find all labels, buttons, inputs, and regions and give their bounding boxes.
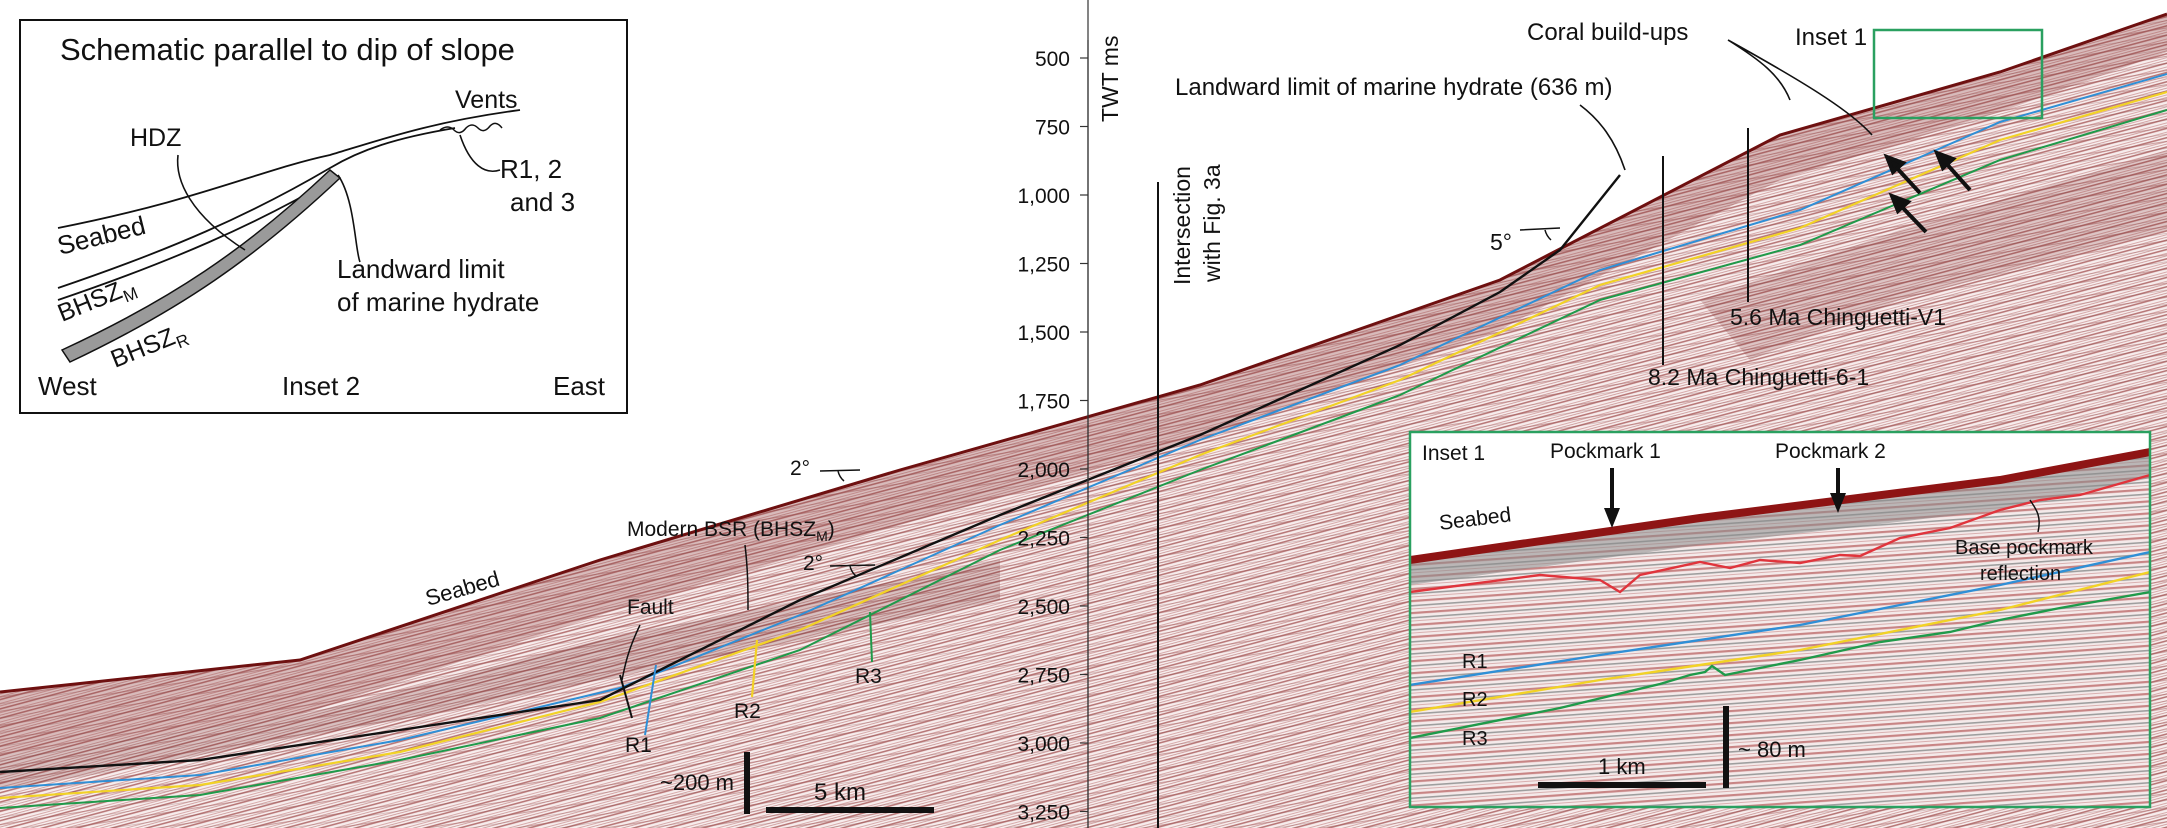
inset-r2-label: R2 <box>1462 689 1488 711</box>
axis-tick-label: 1,500 <box>1017 322 1070 345</box>
inset-r3-label: R3 <box>1462 728 1488 750</box>
twt-axis: TWT ms 500 750 1,000 1,250 1,500 1,750 2,000 2,… <box>1017 36 1123 828</box>
vertical-scale-label: ~200 m <box>660 770 734 795</box>
vent-arrows <box>1883 149 1972 234</box>
schematic-panel: Schematic parallel to dip of slope Vents… <box>19 19 628 414</box>
inset-r1-label: R1 <box>1462 651 1488 673</box>
schematic-east-label: East <box>553 371 606 401</box>
r2-label: R2 <box>734 700 761 723</box>
well-61-label: 8.2 Ma Chinguetti-6-1 <box>1648 364 1869 390</box>
fault-line <box>619 674 633 719</box>
inset-vertical-scale-bar <box>1723 706 1729 788</box>
base-pockmark-line2: reflection <box>1980 563 2061 585</box>
schematic-title: Schematic parallel to dip of slope <box>60 32 515 67</box>
axis-tick-label: 1,250 <box>1017 254 1070 277</box>
modern-bsr-label: Modern BSR (BHSZM) <box>627 518 835 544</box>
axis-tick-label: 2,750 <box>1017 665 1070 688</box>
inset-horizontal-scale-label: 1 km <box>1598 754 1646 779</box>
inset-r2-horizon <box>1410 570 2150 714</box>
seabed-reflector <box>0 12 2167 694</box>
inset-label: Inset 1 <box>1422 442 1485 465</box>
inset1-locator-box <box>1872 28 2044 120</box>
r1-horizon <box>0 73 2167 789</box>
axis-tick-label: 1,750 <box>1017 391 1070 414</box>
schematic-r123-line2: and 3 <box>510 187 575 217</box>
axis-tick-label: 3,250 <box>1017 802 1070 825</box>
base-pockmark-reflection <box>1410 473 2150 594</box>
base-pockmark-line1: Base pockmark <box>1955 537 2094 559</box>
inset1-marker-label: Inset 1 <box>1795 24 1867 51</box>
pockmark1-label: Pockmark 1 <box>1550 440 1661 463</box>
axis-tick-label: 2,250 <box>1017 528 1070 551</box>
r3-horizon <box>0 109 2167 809</box>
schematic-hdz-label: HDZ <box>130 124 181 152</box>
axis-tick-label: 3,000 <box>1017 733 1070 756</box>
inset-r1-horizon <box>1410 550 2150 687</box>
inset-horizontal-scale-bar <box>1538 782 1706 788</box>
coral-label: Coral build-ups <box>1527 19 1688 46</box>
horizontal-scale-label: 5 km <box>814 779 866 806</box>
well-v1-label: 5.6 Ma Chinguetti-V1 <box>1730 304 1946 330</box>
vertical-scale-bar <box>744 752 750 814</box>
modern-bsr-line <box>0 174 1621 774</box>
landward-limit-label: Landward limit of marine hydrate (636 m) <box>1175 74 1613 101</box>
fault-label: Fault <box>627 596 674 619</box>
axis-tick-label: 2,500 <box>1017 596 1070 619</box>
horizontal-scale-bar <box>766 807 934 813</box>
axis-tick-label: 500 <box>1035 48 1070 71</box>
inset-vertical-scale-label: ~ 80 m <box>1738 737 1806 762</box>
axis-tick-label: 750 <box>1035 117 1070 140</box>
r1-label: R1 <box>625 734 652 757</box>
schematic-vents-label: Vents <box>455 86 518 114</box>
inset-panel: Inset 1 Pockmark 1 Pockmark 2 Seabed Bas… <box>1408 430 2152 809</box>
horizons <box>0 73 2167 809</box>
schematic-r123-line1: R1, 2 <box>500 154 562 184</box>
intersection-label-line1: Intersection <box>1169 166 1195 285</box>
intersection-label-line2: with Fig. 3a <box>1199 164 1225 283</box>
inset-r3-horizon <box>1410 590 2150 740</box>
axis-tick-label: 2,000 <box>1017 459 1070 482</box>
axis-tick-label: 1,000 <box>1017 185 1070 208</box>
two-degree-upper-label: 2° <box>790 457 810 480</box>
schematic-inset2-label: Inset 2 <box>282 371 360 401</box>
r3-label: R3 <box>855 665 882 688</box>
schematic-landward-line1: Landward limit <box>337 254 505 284</box>
two-degree-lower-label: 2° <box>803 552 823 575</box>
five-degree-label: 5° <box>1490 229 1512 255</box>
schematic-west-label: West <box>38 371 98 401</box>
axis-title: TWT ms <box>1097 36 1123 122</box>
r2-horizon <box>0 90 2167 800</box>
schematic-landward-line2: of marine hydrate <box>337 287 539 317</box>
pockmark2-label: Pockmark 2 <box>1775 440 1886 463</box>
